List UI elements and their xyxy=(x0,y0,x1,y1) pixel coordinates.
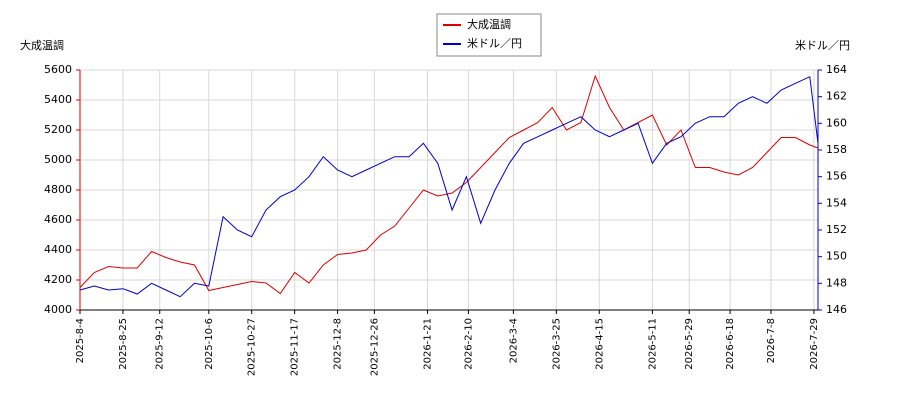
x-tick-label: 2025-9-12 xyxy=(155,318,166,370)
series-line xyxy=(79,75,819,298)
y2-tick-label: 156 xyxy=(826,170,847,183)
x-tick-label: 2026-4-15 xyxy=(594,318,605,370)
y2-axis-label: 米ドル／円 xyxy=(795,39,850,52)
x-tick-label: 2025-8-25 xyxy=(118,318,129,370)
y2-tick-label: 148 xyxy=(826,276,847,289)
legend-label: 大成温調 xyxy=(467,17,511,31)
y2-tick-label: 152 xyxy=(826,223,847,236)
y-tick-label: 5400 xyxy=(44,93,72,106)
y-tick-label: 5600 xyxy=(44,63,72,76)
y2-tick-label: 154 xyxy=(826,196,847,209)
x-tick-label: 2026-5-29 xyxy=(684,318,695,370)
y2-tick-label: 146 xyxy=(826,303,847,316)
y-tick-label: 4600 xyxy=(44,213,72,226)
y-tick-label: 5000 xyxy=(44,153,72,166)
y-tick-label: 4200 xyxy=(44,273,72,286)
x-tick-label: 2026-5-11 xyxy=(647,318,658,370)
y-tick-label: 4000 xyxy=(44,303,72,316)
x-tick-label: 2025-12-26 xyxy=(369,318,380,376)
x-tick-label: 2025-11-17 xyxy=(290,318,301,376)
y-axis-label: 大成温調 xyxy=(20,38,64,52)
x-tick-label: 2026-6-18 xyxy=(725,318,736,370)
x-tick-label: 2026-2-10 xyxy=(463,318,474,370)
y2-tick-label: 164 xyxy=(826,63,847,76)
x-tick-label: 2025-10-27 xyxy=(247,318,258,376)
y2-tick-label: 162 xyxy=(826,90,847,103)
x-tick-label: 2026-7-29 xyxy=(809,318,820,370)
y-tick-label: 4400 xyxy=(44,243,72,256)
legend-label: 米ドル／円 xyxy=(467,37,522,50)
legend-box xyxy=(436,13,542,57)
x-tick-label: 2025-8-4 xyxy=(75,318,86,363)
series-line xyxy=(79,74,819,295)
y2-tick-label: 150 xyxy=(826,250,847,263)
x-tick-label: 2025-12-8 xyxy=(333,318,344,370)
y2-tick-label: 158 xyxy=(826,143,847,156)
x-tick-label: 2026-3-4 xyxy=(508,318,519,363)
x-tick-label: 2026-3-25 xyxy=(551,318,562,370)
y-tick-label: 5200 xyxy=(44,123,72,136)
x-tick-label: 2025-10-6 xyxy=(204,318,215,370)
y-tick-label: 4800 xyxy=(44,183,72,196)
y2-tick-label: 160 xyxy=(826,116,847,129)
x-tick-label: 2026-7-8 xyxy=(766,318,777,363)
x-tick-label: 2026-1-21 xyxy=(423,318,434,370)
